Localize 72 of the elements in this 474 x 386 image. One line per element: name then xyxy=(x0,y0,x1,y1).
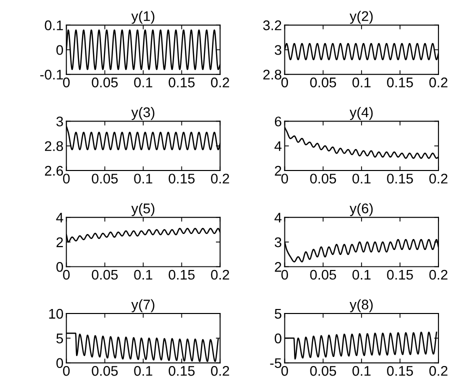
x-tick-label: 0.1 xyxy=(134,174,152,184)
x-tick-label: 0.1 xyxy=(352,174,371,184)
x-tick-label: 0.05 xyxy=(92,270,118,280)
y-tick-label: 0 xyxy=(56,358,64,368)
y-tick-label: 3 xyxy=(56,116,63,126)
y-tick-label: 0 xyxy=(56,262,64,272)
chart-title: y(4) xyxy=(350,107,373,120)
x-tick-label: 0.2 xyxy=(211,270,230,280)
x-tick-label: 0.1 xyxy=(352,366,371,376)
chart-title: y(1) xyxy=(131,10,154,24)
y-tick-label: 5 xyxy=(56,334,63,344)
x-tick-label: 0.15 xyxy=(168,270,195,280)
chart-title: y(6) xyxy=(350,203,373,216)
x-tick-label: 0 xyxy=(63,78,70,88)
x-tick-label: 0.1 xyxy=(134,366,152,376)
y-tick-label: 2 xyxy=(274,166,282,176)
y-tick-label: 10 xyxy=(49,308,64,319)
x-tick-label: 0.1 xyxy=(134,78,152,88)
x-tick-label: 0.05 xyxy=(310,174,336,184)
chart-title: y(3) xyxy=(131,107,154,120)
y-tick-label: 2.6 xyxy=(44,166,63,176)
y-tick-label: 0 xyxy=(56,45,64,55)
x-tick-label: 0.05 xyxy=(310,366,336,376)
x-tick-label: 0.15 xyxy=(387,174,413,184)
x-tick-label: 0 xyxy=(63,174,70,184)
x-tick-label: 0.05 xyxy=(92,78,118,88)
x-tick-label: 0.2 xyxy=(429,366,448,376)
x-tick-label: 0.2 xyxy=(211,174,230,184)
chart-title: y(8) xyxy=(350,299,373,312)
y-tick-label: 0 xyxy=(274,334,282,344)
x-tick-label: 0.05 xyxy=(92,174,118,184)
x-tick-label: 0 xyxy=(281,270,288,280)
y-tick-label: 5 xyxy=(274,309,282,319)
y-tick-label: 4 xyxy=(56,212,64,222)
x-tick-label: 0.05 xyxy=(310,270,336,280)
x-tick-label: 0.15 xyxy=(168,78,195,88)
x-tick-label: 0.2 xyxy=(429,78,448,88)
y-tick-label: 6 xyxy=(274,116,282,126)
x-tick-label: 0 xyxy=(63,366,70,376)
x-tick-label: 0.2 xyxy=(429,174,448,184)
x-tick-label: 0.15 xyxy=(387,366,413,376)
y-tick-label: 3 xyxy=(274,237,282,248)
x-tick-label: 0.1 xyxy=(352,270,371,280)
x-tick-label: 0.15 xyxy=(387,270,413,280)
x-tick-label: 0.2 xyxy=(211,366,230,376)
x-tick-label: 0 xyxy=(281,174,288,184)
x-tick-label: 0.05 xyxy=(92,366,118,376)
x-tick-label: 0 xyxy=(63,270,70,280)
y-tick-label: -0.1 xyxy=(40,70,63,80)
x-tick-label: 0 xyxy=(281,366,288,376)
x-tick-label: 0.15 xyxy=(387,78,413,88)
x-tick-label: 0.15 xyxy=(168,174,195,184)
y-tick-label: 2.8 xyxy=(44,141,63,152)
x-tick-label: 0.1 xyxy=(134,270,152,280)
y-tick-label: 0.1 xyxy=(44,20,63,30)
y-tick-label: 3 xyxy=(274,45,282,55)
x-tick-label: 0.15 xyxy=(168,366,195,376)
y-tick-label: 4 xyxy=(274,141,282,151)
y-tick-label: 2 xyxy=(274,262,282,272)
x-tick-label: 0.05 xyxy=(310,78,336,88)
x-tick-label: 0.2 xyxy=(429,270,448,280)
x-tick-label: 0.2 xyxy=(211,78,230,88)
chart-title: y(5) xyxy=(131,203,154,216)
x-tick-label: 0 xyxy=(281,78,288,88)
x-tick-label: 0.1 xyxy=(352,78,371,88)
y-tick-label: 2 xyxy=(56,237,63,248)
y-tick-label: 4 xyxy=(274,212,282,222)
y-tick-label: -5 xyxy=(270,358,282,368)
y-tick-label: 2.8 xyxy=(263,70,282,80)
y-tick-label: 3.2 xyxy=(263,20,282,30)
chart-title: y(7) xyxy=(131,299,154,312)
chart-title: y(2) xyxy=(350,10,373,24)
